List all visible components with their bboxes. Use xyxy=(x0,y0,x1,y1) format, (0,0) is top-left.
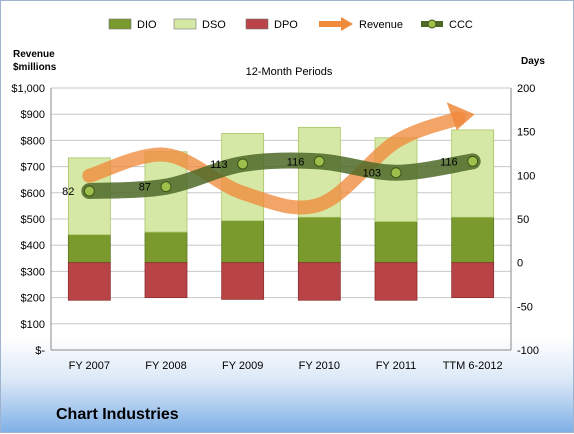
x-tick-label: FY 2008 xyxy=(145,360,186,372)
bar-dpo xyxy=(374,262,418,301)
bar-dio xyxy=(451,216,495,264)
left-tick-label: $600 xyxy=(21,188,45,200)
x-tick-label: FY 2009 xyxy=(222,360,263,372)
ccc-data-label: 87 xyxy=(139,182,151,194)
legend-swatch-dso xyxy=(173,18,197,30)
right-tick-label: 150 xyxy=(517,127,535,139)
legend-swatch-dio xyxy=(108,18,132,30)
bar-dso xyxy=(221,133,265,222)
left-tick-label: $700 xyxy=(21,162,45,174)
x-tick-label: FY 2010 xyxy=(299,360,340,372)
axes xyxy=(50,88,512,351)
ccc-point xyxy=(467,155,479,167)
ccc-data-label: 116 xyxy=(287,156,305,168)
ccc-point xyxy=(313,155,325,167)
ccc-line xyxy=(81,152,481,200)
ccc-data-label: 113 xyxy=(210,159,228,171)
left-axis-label-line1: Revenue xyxy=(13,49,55,60)
bar-dio xyxy=(374,221,418,264)
bar-dpo xyxy=(67,262,111,301)
left-tick-label: $200 xyxy=(21,293,45,305)
ccc-data-label: 82 xyxy=(62,186,74,198)
left-tick-label: $900 xyxy=(21,109,45,121)
legend-swatch-dpo xyxy=(245,18,269,30)
x-tick-label: FY 2007 xyxy=(69,360,110,372)
bar-dso xyxy=(451,129,495,218)
right-tick-label: 200 xyxy=(517,83,535,95)
left-tick-label: $100 xyxy=(21,319,45,331)
bar-dpo xyxy=(451,262,495,298)
right-tick-label: 100 xyxy=(517,170,535,182)
legend-marker-ccc xyxy=(427,19,437,29)
right-tick-label: -50 xyxy=(517,301,533,313)
bar-dio xyxy=(221,220,265,264)
bar-dio xyxy=(297,216,341,264)
ccc-data-label: 116 xyxy=(440,156,458,168)
x-tick-label: FY 2011 xyxy=(376,360,417,372)
ccc-point xyxy=(83,185,95,197)
right-axis-label: Days xyxy=(521,56,545,67)
left-tick-label: $800 xyxy=(21,135,45,147)
company-name: Chart Industries xyxy=(56,406,179,423)
legend-label-revenue: Revenue xyxy=(359,19,403,31)
legend-label-dso: DSO xyxy=(202,19,226,31)
legend-label-dio: DIO xyxy=(137,19,157,31)
right-tick-label: -100 xyxy=(517,345,539,357)
legend: DIO DSO DPO Revenue CCC xyxy=(108,17,473,31)
right-tick-label: 50 xyxy=(517,214,529,226)
bar-dio xyxy=(144,231,188,264)
revenue-arrowhead xyxy=(446,102,475,131)
ccc-point xyxy=(237,158,249,170)
x-tick-label: TTM 6-2012 xyxy=(443,360,503,372)
left-tick-label: $400 xyxy=(21,240,45,252)
legend-arrow-revenue xyxy=(341,17,353,31)
revenue-line xyxy=(82,111,466,215)
bar-dpo xyxy=(144,262,188,298)
chart-title: 12-Month Periods xyxy=(246,66,333,78)
left-tick-label: $1,000 xyxy=(11,83,45,95)
bar-dpo xyxy=(221,262,265,300)
left-tick-label: $300 xyxy=(21,266,45,278)
left-tick-label: $500 xyxy=(21,214,45,226)
right-tick-label: 0 xyxy=(517,258,523,270)
left-axis-label-line2: $millions xyxy=(13,62,57,73)
ccc-point xyxy=(160,181,172,193)
left-tick-label: $- xyxy=(35,345,45,357)
bar-dio xyxy=(67,234,111,264)
legend-label-dpo: DPO xyxy=(274,19,298,31)
series-lines: 82 87 113 116 103 116 xyxy=(62,102,481,215)
ccc-data-label: 103 xyxy=(363,168,381,180)
legend-label-ccc: CCC xyxy=(449,19,473,31)
ccc-point xyxy=(390,167,402,179)
bar-dpo xyxy=(297,262,341,301)
tick-labels: $- $100 $200 $300 $400 $500 $600 $700 $800 $900 $1… xyxy=(11,83,539,372)
